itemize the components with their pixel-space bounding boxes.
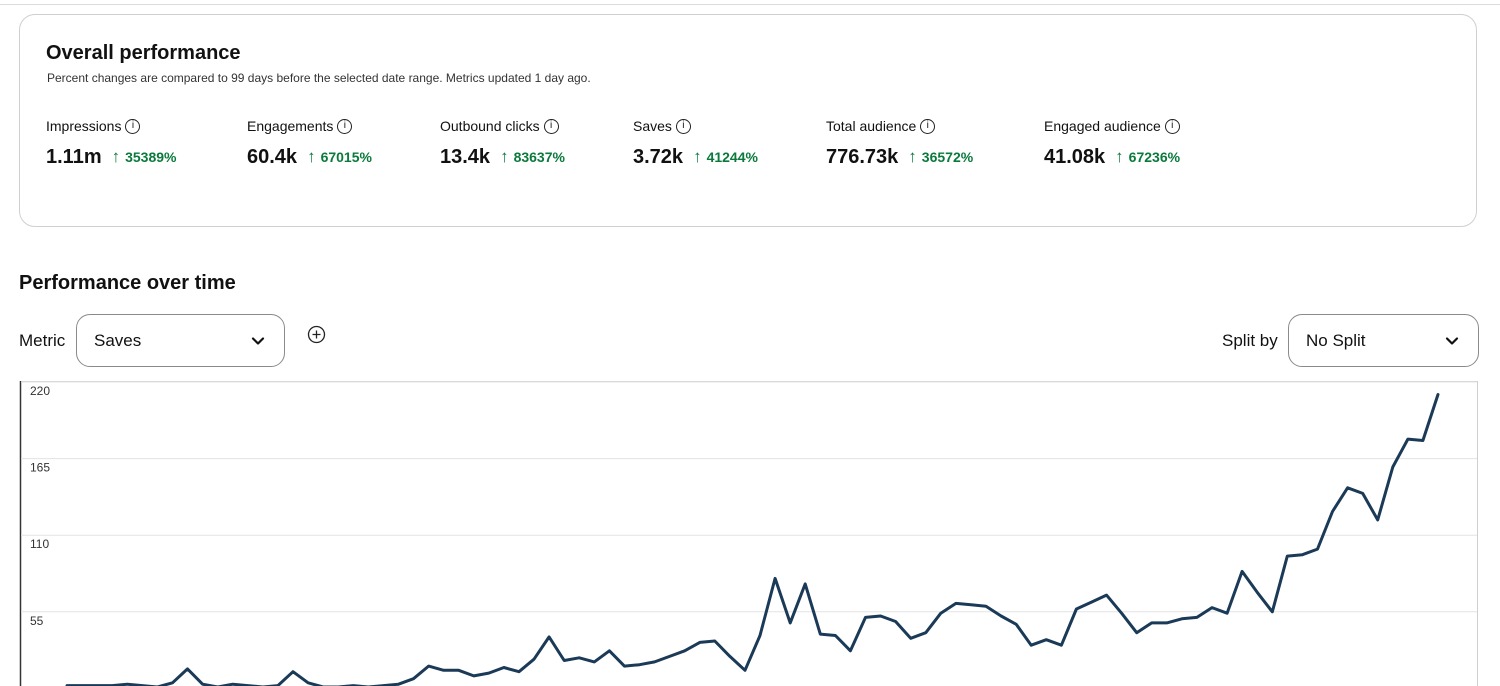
metric-change: 83637%	[513, 149, 565, 165]
metric-change: 41244%	[706, 149, 758, 165]
metric-item: Impressions i 1.11m ↑ 35389%	[46, 116, 177, 170]
arrow-up-icon: ↑	[307, 147, 316, 166]
metric-select[interactable]: Saves	[76, 314, 285, 367]
metric-item: Engagements i 60.4k ↑ 67015%	[247, 116, 372, 170]
performance-chart: 220 165 110 55	[19, 381, 1478, 686]
split-select-value: No Split	[1306, 330, 1366, 350]
arrow-up-icon: ↑	[111, 147, 121, 166]
split-label: Split by	[1222, 331, 1278, 350]
metric-change: 67236%	[1128, 149, 1181, 165]
metric-label-text: Engaged audience	[1044, 118, 1161, 134]
section-title: Performance over time	[19, 272, 236, 294]
metric-label-text: Saves	[633, 118, 672, 134]
info-icon[interactable]: i	[920, 118, 936, 134]
chevron-down-icon	[1445, 336, 1459, 345]
info-icon[interactable]: i	[125, 118, 141, 134]
metric-label-text: Total audience	[826, 118, 917, 134]
split-select[interactable]: No Split	[1288, 314, 1479, 367]
metric-values: 1.11m ↑ 35389%	[46, 144, 177, 170]
saves-series-line	[65, 393, 1440, 686]
metric-change: 35389%	[125, 149, 177, 165]
info-icon[interactable]: i	[675, 118, 691, 134]
metric-value: 1.11m	[46, 145, 102, 168]
metric-values: 3.72k ↑ 41244%	[633, 144, 758, 170]
arrow-up-icon: ↑	[693, 147, 702, 166]
metric-select-value: Saves	[94, 330, 142, 350]
arrow-up-icon: ↑	[1115, 147, 1124, 166]
y-tick-label: 55	[30, 614, 44, 628]
y-tick-label: 165	[30, 461, 50, 475]
metric-values: 60.4k ↑ 67015%	[247, 144, 372, 170]
metric-label-text: Engagements	[247, 118, 334, 134]
arrow-up-icon: ↑	[500, 147, 509, 166]
metric-values: 13.4k ↑ 83637%	[440, 144, 565, 170]
metric-value: 60.4k	[247, 145, 298, 168]
metric-label: Impressions i	[46, 116, 177, 136]
metric-label-text: Outbound clicks	[440, 118, 540, 134]
top-divider	[0, 4, 1500, 5]
metric-value: 41.08k	[1044, 145, 1106, 168]
metric-item: Saves i 3.72k ↑ 41244%	[633, 116, 758, 170]
metric-label: Saves i	[633, 116, 758, 136]
metric-label-text: Impressions	[46, 118, 122, 134]
metric-label: Engagements i	[247, 116, 372, 136]
card-title: Overall performance	[46, 42, 241, 64]
arrow-up-icon: ↑	[908, 147, 917, 166]
metric-label: Metric	[19, 331, 66, 350]
metric-label: Outbound clicks i	[440, 116, 565, 136]
metric-item: Engaged audience i 41.08k ↑ 67236%	[1044, 116, 1180, 170]
metric-change: 67015%	[320, 149, 372, 165]
metric-values: 776.73k ↑ 36572%	[826, 144, 973, 170]
y-tick-label: 220	[30, 384, 50, 398]
chart-frame	[20, 381, 1478, 686]
metric-item: Total audience i 776.73k ↑ 36572%	[826, 116, 973, 170]
info-icon[interactable]: i	[337, 118, 353, 134]
metric-value: 3.72k	[633, 145, 684, 168]
metric-change: 36572%	[921, 149, 974, 165]
info-icon[interactable]: i	[1164, 118, 1180, 134]
card-subtitle: Percent changes are compared to 99 days …	[47, 71, 591, 85]
metric-item: Outbound clicks i 13.4k ↑ 83637%	[440, 116, 565, 170]
overall-performance-card: Overall performance Percent changes are …	[19, 14, 1477, 227]
metric-label: Engaged audience i	[1044, 116, 1180, 136]
chevron-down-icon	[251, 336, 265, 345]
metric-label: Total audience i	[826, 116, 973, 136]
info-icon[interactable]: i	[543, 118, 559, 134]
metric-value: 13.4k	[440, 145, 491, 168]
metric-value: 776.73k	[826, 145, 899, 168]
y-tick-label: 110	[30, 537, 49, 551]
add-metric-icon[interactable]	[307, 325, 326, 344]
metric-values: 41.08k ↑ 67236%	[1044, 144, 1180, 170]
